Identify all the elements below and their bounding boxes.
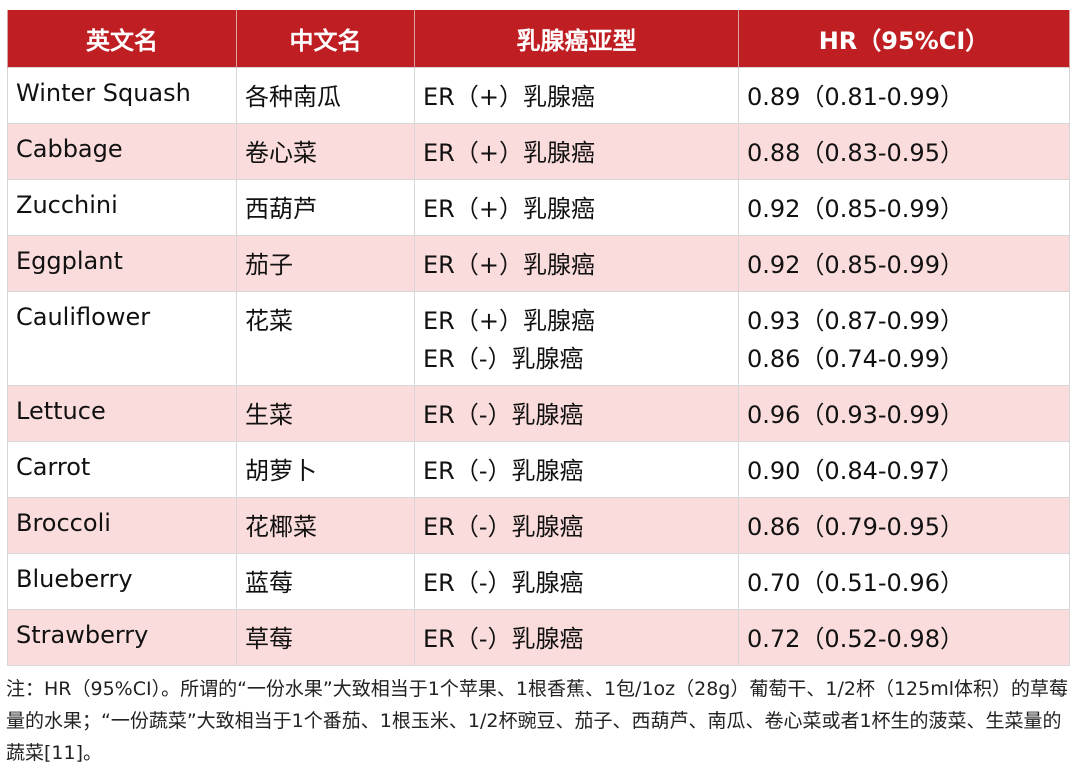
chinese-name-cell: 胡萝卜	[236, 441, 415, 498]
header-english-name: 英文名	[7, 10, 237, 68]
hr-value: 0.93（0.87-0.99）	[747, 307, 964, 335]
table-row: Eggplant 茄子 ER（+）乳腺癌 0.92（0.85-0.99）	[7, 235, 1070, 292]
english-name-cell: Cabbage	[7, 123, 237, 180]
hr-value: 0.96（0.93-0.99）	[747, 401, 964, 429]
hr-cell: 0.96（0.93-0.99）	[738, 385, 1070, 442]
hr-value: 0.70（0.51-0.96）	[747, 569, 964, 597]
chinese-name-cell: 花菜	[236, 291, 415, 386]
hr-value: 0.72（0.52-0.98）	[747, 625, 964, 653]
chinese-name-cell: 卷心菜	[236, 123, 415, 180]
hr-value: 0.88（0.83-0.95）	[747, 139, 964, 167]
hr-value: 0.89（0.81-0.99）	[747, 83, 964, 111]
english-name-cell: Cauliflower	[7, 291, 237, 386]
english-name-cell: Strawberry	[7, 609, 237, 666]
subtype-cell: ER（-）乳腺癌	[414, 385, 739, 442]
english-name-cell: Eggplant	[7, 235, 237, 292]
hr-cell: 0.89（0.81-0.99）	[738, 67, 1070, 124]
english-name-cell: Carrot	[7, 441, 237, 498]
chinese-name-cell: 茄子	[236, 235, 415, 292]
english-name-cell: Blueberry	[7, 553, 237, 610]
header-hr: HR（95%CI）	[738, 10, 1070, 68]
table-row: Lettuce 生菜 ER（-）乳腺癌 0.96（0.93-0.99）	[7, 385, 1070, 442]
table-row: Broccoli 花椰菜 ER（-）乳腺癌 0.86（0.79-0.95）	[7, 497, 1070, 554]
hr-cell: 0.90（0.84-0.97）	[738, 441, 1070, 498]
subtype-value: ER（-）乳腺癌	[423, 625, 584, 653]
subtype-value: ER（-）乳腺癌	[423, 401, 584, 429]
hr-value: 0.92（0.85-0.99）	[747, 195, 964, 223]
table-row: Strawberry 草莓 ER（-）乳腺癌 0.72（0.52-0.98）	[7, 609, 1070, 666]
english-name-cell: Winter Squash	[7, 67, 237, 124]
subtype-cell: ER（-）乳腺癌	[414, 441, 739, 498]
subtype-value: ER（+）乳腺癌	[423, 195, 595, 223]
subtype-value: ER（-）乳腺癌	[423, 457, 584, 485]
table-row: Carrot 胡萝卜 ER（-）乳腺癌 0.90（0.84-0.97）	[7, 441, 1070, 498]
table-row: Cabbage 卷心菜 ER（+）乳腺癌 0.88（0.83-0.95）	[7, 123, 1070, 180]
subtype-value: ER（-）乳腺癌	[423, 569, 584, 597]
hr-value: 0.90（0.84-0.97）	[747, 457, 964, 485]
subtype-value: ER（+）乳腺癌	[423, 139, 595, 167]
hr-cell: 0.86（0.79-0.95）	[738, 497, 1070, 554]
vegetable-hr-table: 英文名 中文名 乳腺癌亚型 HR（95%CI） Winter Squash 各种…	[7, 10, 1070, 666]
english-name-cell: Lettuce	[7, 385, 237, 442]
header-chinese-name: 中文名	[236, 10, 415, 68]
subtype-cell: ER（+）乳腺癌	[414, 235, 739, 292]
subtype-cell: ER（-）乳腺癌	[414, 553, 739, 610]
table-row: Blueberry 蓝莓 ER（-）乳腺癌 0.70（0.51-0.96）	[7, 553, 1070, 610]
hr-value: 0.92（0.85-0.99）	[747, 251, 964, 279]
chinese-name-cell: 西葫芦	[236, 179, 415, 236]
subtype-value: ER（+）乳腺癌	[423, 307, 595, 335]
hr-cell: 0.92（0.85-0.99）	[738, 235, 1070, 292]
table-header-row: 英文名 中文名 乳腺癌亚型 HR（95%CI）	[7, 10, 1070, 68]
table-row: Cauliflower 花菜 ER（+）乳腺癌 ER（-）乳腺癌 0.93（0.…	[7, 291, 1070, 386]
footnote: 注：HR（95%CI）。所谓的“一份水果”大致相当于1个苹果、1根香蕉、1包/1…	[6, 678, 1068, 764]
subtype-cell: ER（+）乳腺癌	[414, 67, 739, 124]
english-name-cell: Broccoli	[7, 497, 237, 554]
subtype-cell: ER（-）乳腺癌	[414, 609, 739, 666]
hr-cell: 0.72（0.52-0.98）	[738, 609, 1070, 666]
subtype-value: ER（+）乳腺癌	[423, 251, 595, 279]
subtype-cell: ER（-）乳腺癌	[414, 497, 739, 554]
hr-cell: 0.88（0.83-0.95）	[738, 123, 1070, 180]
subtype-value: ER（+）乳腺癌	[423, 83, 595, 111]
table-row: Zucchini 西葫芦 ER（+）乳腺癌 0.92（0.85-0.99）	[7, 179, 1070, 236]
english-name-cell: Zucchini	[7, 179, 237, 236]
chinese-name-cell: 蓝莓	[236, 553, 415, 610]
table-row: Winter Squash 各种南瓜 ER（+）乳腺癌 0.89（0.81-0.…	[7, 67, 1070, 124]
subtype-value: ER（-）乳腺癌	[423, 513, 584, 541]
header-subtype: 乳腺癌亚型	[414, 10, 739, 68]
subtype-cell: ER（+）乳腺癌 ER（-）乳腺癌	[414, 291, 739, 386]
subtype-value: ER（-）乳腺癌	[423, 345, 584, 373]
chinese-name-cell: 各种南瓜	[236, 67, 415, 124]
chinese-name-cell: 草莓	[236, 609, 415, 666]
chinese-name-cell: 花椰菜	[236, 497, 415, 554]
hr-value: 0.86（0.79-0.95）	[747, 513, 964, 541]
subtype-cell: ER（+）乳腺癌	[414, 179, 739, 236]
hr-cell: 0.92（0.85-0.99）	[738, 179, 1070, 236]
chinese-name-cell: 生菜	[236, 385, 415, 442]
subtype-cell: ER（+）乳腺癌	[414, 123, 739, 180]
hr-cell: 0.93（0.87-0.99） 0.86（0.74-0.99）	[738, 291, 1070, 386]
hr-cell: 0.70（0.51-0.96）	[738, 553, 1070, 610]
hr-value: 0.86（0.74-0.99）	[747, 345, 964, 373]
